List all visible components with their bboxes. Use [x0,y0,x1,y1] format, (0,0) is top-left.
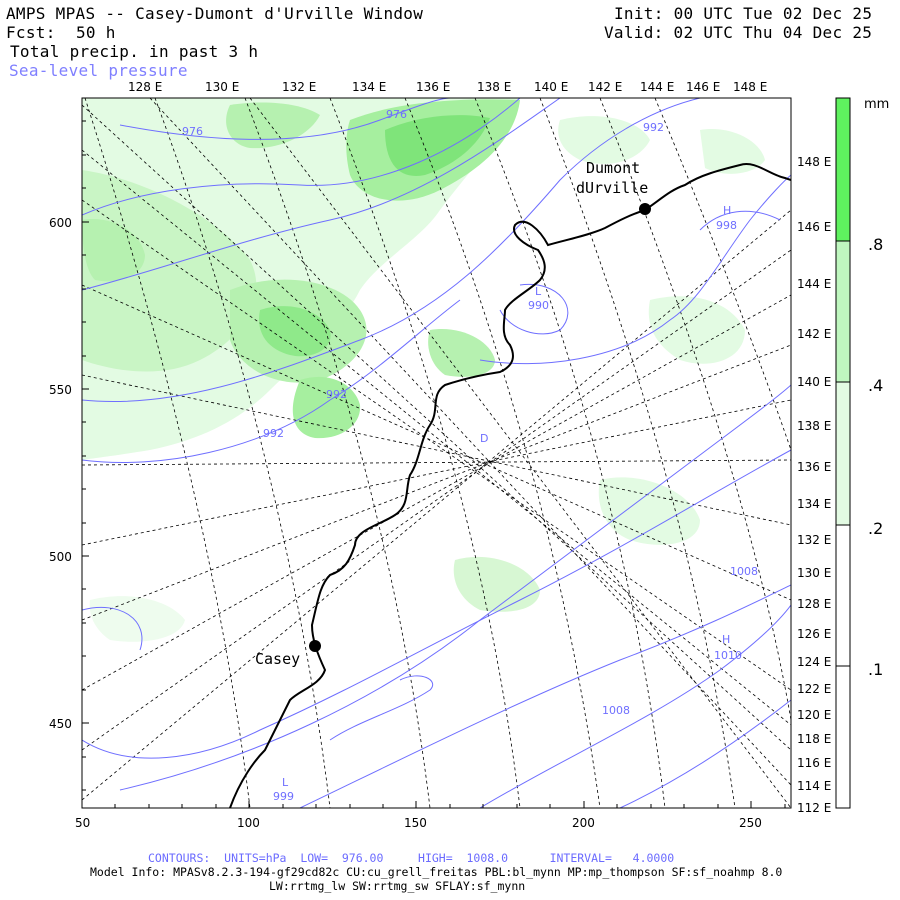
svg-text:144 E: 144 E [797,277,831,291]
forecast-hours: 50 h [76,23,116,42]
valid-time: Valid: 02 UTC Thu 04 Dec 25 [604,23,873,42]
colorbar: mm .8 .4 .2 .1 [835,97,889,809]
dumont-label-2: dUrville [576,179,648,197]
dumont-durville-marker [639,203,651,215]
colorbar-label: .1 [868,660,883,679]
low-center: D [480,432,488,445]
bottom-axis-ticks [81,801,786,808]
svg-text:550: 550 [49,383,72,397]
colorbar-segment-mid [836,241,850,382]
field-name: Total precip. in past 3 h [10,42,259,61]
svg-text:144 E: 144 E [640,80,674,94]
right-axis-labels: 148 E 146 E 144 E 142 E 140 E 138 E 136 … [797,155,831,815]
pressure-label: 1008 [730,565,758,578]
pressure-label: 992 [263,427,284,440]
plot-border [81,97,792,809]
colorbar-segment-heavy [836,98,850,241]
pressure-label: 1010 [714,649,742,662]
colorbar-unit: mm [864,97,889,112]
svg-text:132 E: 132 E [797,533,831,547]
svg-text:50: 50 [75,816,90,830]
svg-text:116 E: 116 E [797,756,831,770]
svg-text:450: 450 [49,717,72,731]
contour-info: CONTOURS: UNITS=hPa LOW= 976.00 HIGH= 10… [148,851,675,865]
svg-text:140 E: 140 E [534,80,568,94]
svg-text:136 E: 136 E [797,460,831,474]
pressure-label: 999 [273,790,294,803]
casey-label: Casey [255,650,300,668]
top-axis-labels: 128 E 130 E 132 E 134 E 136 E 138 E 140 … [128,80,767,94]
svg-text:200: 200 [572,816,595,830]
svg-text:100: 100 [237,816,260,830]
svg-text:142 E: 142 E [588,80,622,94]
svg-text:128 E: 128 E [797,597,831,611]
svg-text:120 E: 120 E [797,708,831,722]
svg-text:142 E: 142 E [797,327,831,341]
svg-text:134 E: 134 E [797,497,831,511]
pressure-label: 990 [528,299,549,312]
pressure-label: 976 [182,125,203,138]
svg-text:150: 150 [404,816,427,830]
svg-text:140 E: 140 E [797,375,831,389]
colorbar-label: .4 [868,376,883,395]
pressure-label: 998 [716,219,737,232]
high-center: H [723,204,731,217]
casey-marker [309,640,321,652]
bottom-axis-labels: 50 100 150 200 250 [75,816,762,830]
svg-text:600: 600 [49,216,72,230]
svg-text:122 E: 122 E [797,682,831,696]
init-time: Init: 00 UTC Tue 02 Dec 25 [614,4,873,23]
low-center: L [282,776,289,789]
pressure-label: 976 [386,108,407,121]
colorbar-label: .2 [868,519,883,538]
colorbar-label: .8 [868,235,883,254]
svg-text:132 E: 132 E [282,80,316,94]
pressure-label: 992 [326,388,347,401]
svg-text:114 E: 114 E [797,779,831,793]
svg-text:148 E: 148 E [733,80,767,94]
map-title: AMPS MPAS -- Casey-Dumont d'Urville Wind… [6,4,424,23]
svg-text:130 E: 130 E [205,80,239,94]
svg-text:250: 250 [739,816,762,830]
svg-text:126 E: 126 E [797,627,831,641]
precip-field [82,98,765,642]
colorbar-segment-light [836,382,850,525]
pressure-label: 992 [643,121,664,134]
high-center: H [722,633,730,646]
svg-text:124 E: 124 E [797,655,831,669]
left-axis-labels: 600 550 500 450 [49,216,72,731]
svg-text:134 E: 134 E [352,80,386,94]
svg-text:112 E: 112 E [797,801,831,815]
svg-text:136 E: 136 E [416,80,450,94]
svg-text:138 E: 138 E [797,419,831,433]
overlay-name: Sea-level pressure [9,61,188,80]
svg-text:146 E: 146 E [797,220,831,234]
svg-text:130 E: 130 E [797,566,831,580]
forecast-label: Fcst: [6,23,56,42]
dumont-label-1: Dumont [586,159,640,177]
svg-text:500: 500 [49,550,72,564]
model-info-line2: LW:rrtmg_lw SW:rrtmg_sw SFLAY:sf_mynn [269,879,526,893]
svg-text:138 E: 138 E [477,80,511,94]
svg-text:128 E: 128 E [128,80,162,94]
pressure-label: 1008 [602,704,630,717]
model-info: Model Info: MPASv8.2.3-194-gf29cd82c CU:… [90,865,783,879]
left-axis-ticks [82,120,89,791]
svg-text:118 E: 118 E [797,732,831,746]
low-center: L [535,285,542,298]
svg-text:146 E: 146 E [686,80,720,94]
graticule [82,98,791,808]
svg-text:148 E: 148 E [797,155,831,169]
